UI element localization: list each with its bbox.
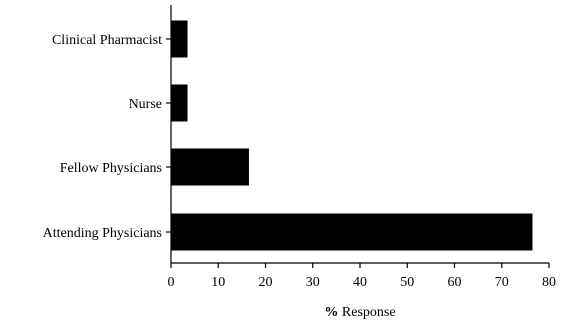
y-tick-label-nurse: Nurse: [129, 97, 162, 112]
x-tick-label-60: 60: [448, 275, 462, 290]
bars-group: [171, 20, 533, 251]
y-tick-label-clinical-pharmacist: Clinical Pharmacist: [52, 33, 162, 48]
x-axis-title-prefix: %: [324, 305, 338, 320]
x-tick-label-10: 10: [211, 275, 225, 290]
x-tick-label-80: 80: [542, 275, 556, 290]
bar-clinical-pharmacist: [171, 20, 188, 58]
x-axis-title: % Response: [324, 305, 395, 320]
bar-fellow-physicians: [171, 148, 249, 186]
y-tick-label-attending-physicians: Attending Physicians: [43, 226, 162, 241]
bar-attending-physicians: [171, 213, 533, 251]
x-axis: 0 10 20 30 40 50 60 70 80: [168, 262, 556, 290]
x-tick-label-0: 0: [168, 275, 175, 290]
y-axis: Attending Physicians Fellow Physicians Nur…: [43, 5, 172, 263]
y-tick-label-fellow-physicians: Fellow Physicians: [60, 161, 162, 176]
bar-nurse: [171, 84, 188, 122]
x-tick-label-70: 70: [495, 275, 509, 290]
x-tick-label-40: 40: [353, 275, 367, 290]
x-axis-title-rest: Response: [338, 305, 395, 320]
x-tick-label-30: 30: [306, 275, 320, 290]
x-tick-label-50: 50: [400, 275, 414, 290]
x-tick-label-20: 20: [259, 275, 273, 290]
